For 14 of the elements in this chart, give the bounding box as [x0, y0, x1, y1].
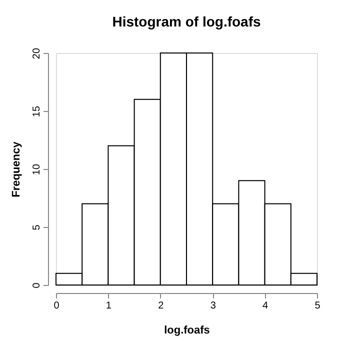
y-tick-label: 10	[32, 164, 42, 176]
x-tick-label: 1	[106, 300, 112, 312]
x-tick-label: 3	[210, 300, 216, 312]
y-tick-label: 5	[32, 224, 42, 230]
x-tick-label: 2	[158, 300, 164, 312]
x-tick-label: 4	[262, 300, 269, 312]
y-axis-title: Frequency	[10, 140, 22, 198]
y-tick-label: 15	[32, 106, 42, 118]
x-axis-title: log.foafs	[164, 324, 210, 336]
y-tick-label: 0	[32, 282, 42, 288]
x-tick-label: 0	[54, 300, 60, 312]
chart-title: Histogram of log.foafs	[112, 13, 261, 30]
y-tick-label: 20	[32, 48, 42, 60]
x-tick-label: 5	[314, 300, 321, 312]
